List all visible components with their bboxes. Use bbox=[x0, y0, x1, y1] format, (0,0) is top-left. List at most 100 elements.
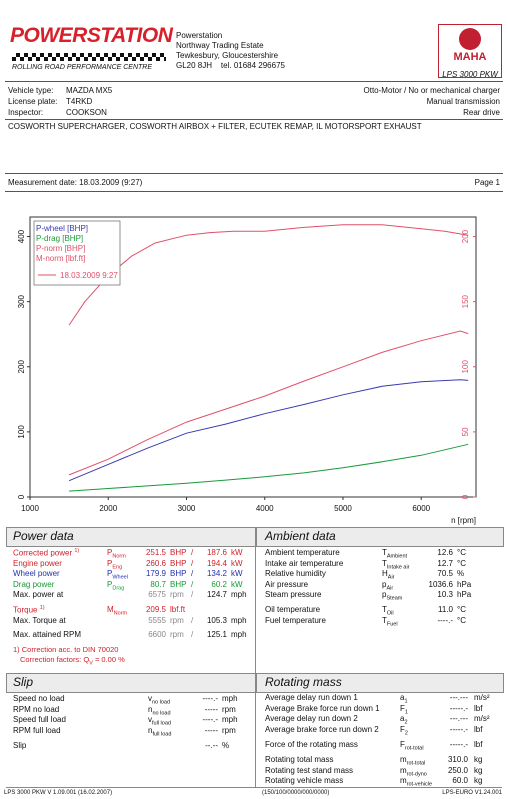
left-tick-label: 100 bbox=[17, 425, 26, 439]
power-row-unit-kw: kW bbox=[231, 558, 243, 568]
power-row-value-kw: 60.2 bbox=[211, 579, 227, 589]
slip-row-unit: mph bbox=[222, 715, 238, 724]
slip-row-value: ----- bbox=[204, 704, 218, 714]
ambient-row-label: Relative humidity bbox=[265, 569, 326, 578]
rotating-row-symbol-letter: m bbox=[400, 776, 407, 785]
ambient-row-value: ----.- bbox=[437, 616, 453, 625]
x-tick-label: 5000 bbox=[334, 504, 352, 513]
rotating-row-unit: m/s² bbox=[474, 714, 490, 723]
slip-header bbox=[6, 673, 256, 693]
rotating-row-symbol: F2 bbox=[400, 725, 408, 737]
right-tick-label: 100 bbox=[461, 360, 470, 374]
rotating-row-symbol-letter: m bbox=[400, 765, 407, 775]
max-power-speed: 124.7 bbox=[206, 590, 227, 599]
power-row-symbol-sub: Drag bbox=[112, 585, 125, 592]
ambient-row-label: Steam pressure bbox=[265, 590, 322, 599]
slip-title: Slip bbox=[13, 675, 34, 689]
slip-row-unit: mph bbox=[222, 694, 238, 703]
power-row-value-bhp: 251.5 bbox=[145, 548, 166, 557]
maha-logo-text: MAHA bbox=[453, 51, 487, 63]
torque-value: 209.5 bbox=[145, 605, 166, 614]
ambient-row-unit: °C bbox=[457, 548, 466, 557]
torque-symbol-letter: M bbox=[107, 605, 114, 614]
rotating-mass-title: Rotating mass bbox=[265, 675, 342, 689]
rotating-row-value: -----.- bbox=[449, 703, 468, 713]
max-power-rpm-unit: rpm bbox=[170, 590, 184, 599]
rotating-row-symbol-sub: 1 bbox=[404, 709, 408, 716]
rotating-row-symbol-sub: 1 bbox=[404, 698, 408, 705]
power-row-sep: / bbox=[191, 569, 194, 578]
rotating-row-unit: kg bbox=[474, 765, 483, 775]
rotating-row-symbol-sub: 2 bbox=[404, 730, 408, 737]
inspector-label: Inspector: bbox=[8, 108, 44, 117]
max-torque-speed-unit: mph bbox=[231, 616, 247, 625]
power-row-symbol-letter: P bbox=[107, 548, 113, 557]
max-torque-rpm-unit: rpm bbox=[170, 616, 184, 625]
right-tick-label: 0 bbox=[461, 494, 470, 499]
rotating-row-unit: lbf bbox=[474, 703, 483, 713]
right-tick-label: 150 bbox=[461, 294, 470, 308]
measurement-date: Measurement date: 18.03.2009 (9:27) bbox=[8, 178, 143, 187]
rotating-row-label: Average brake force run down 2 bbox=[265, 724, 379, 734]
max-rpm-value: 6600 bbox=[148, 630, 166, 639]
left-tick-label: 200 bbox=[17, 360, 26, 374]
transmission: Manual transmission bbox=[426, 97, 500, 106]
ambient-row-label: Air pressure bbox=[265, 579, 309, 589]
slip-row-label: Speed full load bbox=[13, 715, 66, 724]
rotating-row-value: ---.--- bbox=[449, 693, 468, 702]
rotating-row-symbol: a1 bbox=[400, 693, 408, 705]
brand-subtitle: ROLLING ROAD PERFORMANCE CENTRE bbox=[12, 64, 153, 71]
rotating-row-label: Force of the rotating mass bbox=[265, 740, 358, 749]
legend-entry: P-drag [BHP] bbox=[36, 234, 83, 243]
slip-row-label: Speed no load bbox=[13, 694, 65, 703]
ambient-row-symbol-letter: T bbox=[382, 605, 387, 614]
slip-row-symbol-sub: full load bbox=[152, 720, 171, 727]
address-line-1: Powerstation bbox=[176, 31, 223, 40]
power-row-label-note: 1) bbox=[74, 548, 80, 554]
rotating-row-value: ---.--- bbox=[449, 714, 468, 723]
power-row-value-kw: 134.2 bbox=[206, 569, 227, 578]
power-row-unit-kw: kW bbox=[231, 569, 243, 578]
slip-unit: % bbox=[222, 741, 230, 750]
legend-entry: P-wheel [BHP] bbox=[36, 224, 88, 233]
ambient-row-symbol: pAir bbox=[382, 580, 393, 592]
footer-right: LPS-EURO V1.24.001 bbox=[442, 790, 502, 796]
power-row-unit-bhp: BHP bbox=[170, 558, 187, 568]
divider bbox=[5, 119, 503, 120]
vehicle-type-label: Vehicle type: bbox=[8, 86, 54, 95]
ambient-row-unit: hPa bbox=[457, 579, 472, 589]
vehicle-type: Vehicle type: MAZDA MX5 bbox=[8, 86, 112, 95]
series-line bbox=[68, 379, 469, 482]
ambient-row-symbol-letter: p bbox=[382, 579, 387, 589]
slip-row-symbol-letter: n bbox=[148, 725, 153, 735]
slip-row-symbol: vfull load bbox=[148, 715, 171, 727]
inspector-value: COOKSON bbox=[66, 108, 107, 117]
rotating-row-symbol: F1 bbox=[400, 704, 408, 716]
power-row-label-text: Engine power bbox=[13, 558, 62, 568]
rotating-row-label: Average Brake force run down 1 bbox=[265, 703, 380, 713]
x-tick-label: 1000 bbox=[21, 504, 39, 513]
divider bbox=[5, 81, 503, 82]
ambient-row-symbol-letter: p bbox=[382, 590, 387, 599]
rotating-row-unit: lbf bbox=[474, 724, 483, 734]
max-power-speed-unit: mph bbox=[231, 590, 247, 599]
right-tick-label: 50 bbox=[461, 427, 470, 436]
max-torque-speed: 105.3 bbox=[206, 616, 227, 625]
license-plate-label: License plate: bbox=[8, 97, 58, 106]
rotating-row-label: Average delay run down 1 bbox=[265, 693, 358, 702]
rotating-row-unit: m/s² bbox=[474, 693, 490, 702]
torque-symbol-sub: Norm bbox=[113, 610, 128, 617]
x-tick-label: 6000 bbox=[412, 504, 430, 513]
inspector: Inspector: COOKSON bbox=[8, 108, 107, 117]
max-torque-rpm: 5555 bbox=[148, 616, 166, 625]
address-postcode: GL20 8JH bbox=[176, 61, 213, 70]
ambient-row-symbol-letter: T bbox=[382, 558, 387, 568]
rotating-row-symbol-letter: m bbox=[400, 755, 407, 764]
power-row-unit-kw: kW bbox=[231, 548, 243, 557]
max-rpm-speed-unit: mph bbox=[231, 630, 247, 639]
rotating-row-unit: lbf bbox=[474, 740, 483, 749]
rotating-row-label: Rotating test stand mass bbox=[265, 765, 354, 775]
ambient-row-unit: °C bbox=[457, 616, 466, 625]
ambient-row-unit: % bbox=[457, 569, 465, 578]
